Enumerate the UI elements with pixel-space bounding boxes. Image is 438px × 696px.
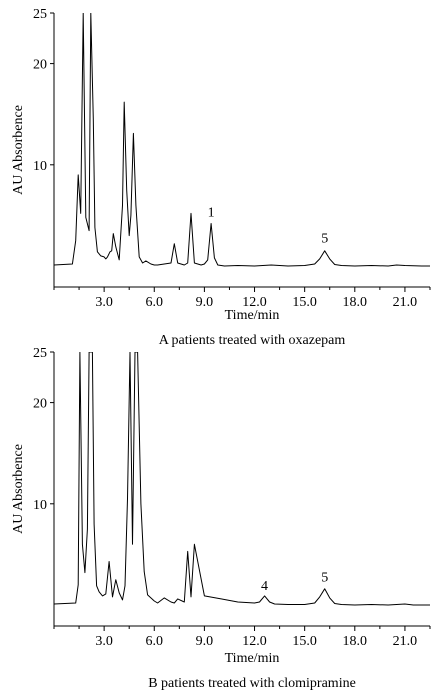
x-tick-label: 6.0 — [146, 295, 164, 310]
y-tick-label: 10 — [33, 498, 47, 513]
y-tick-label: 20 — [33, 58, 47, 73]
x-tick-label: 18.0 — [343, 295, 368, 310]
x-tick-label: 6.0 — [146, 634, 164, 649]
peak-label: 4 — [261, 579, 268, 594]
plot-area: 10 20 25 3.0 6.0 9.0 12.0 15.0 18.0 21.0 1 5 — [33, 7, 431, 310]
chromatogram-trace — [54, 352, 430, 606]
y-axis-label: AU Absorbence — [11, 444, 26, 534]
peak-label: 5 — [321, 571, 328, 586]
x-tick-label: 9.0 — [196, 634, 214, 649]
y-tick-label: 25 — [33, 346, 47, 361]
plot-area: 10 20 25 3.0 6.0 9.0 12.0 15.0 18.0 21.0 4 5 — [33, 346, 431, 649]
x-tick-label: 12.0 — [242, 634, 267, 649]
x-tick-label: 3.0 — [95, 295, 113, 310]
x-axis-label: Time/min — [225, 308, 280, 323]
y-axis-label: AU Absorbence — [11, 105, 26, 195]
chromatogram-panel-b: 10 20 25 3.0 6.0 9.0 12.0 15.0 18.0 21.0 4 5 AU Abs… — [11, 346, 431, 691]
panel-caption: A patients treated with oxazepam — [159, 333, 346, 348]
x-tick-label: 21.0 — [393, 295, 418, 310]
y-tick-label: 20 — [33, 397, 47, 412]
panel-caption: B patients treated with clomipramine — [148, 676, 356, 691]
y-tick-label: 10 — [33, 159, 47, 174]
x-tick-label: 18.0 — [343, 634, 368, 649]
x-tick-label: 15.0 — [292, 634, 317, 649]
x-tick-label: 12.0 — [242, 295, 267, 310]
chromatogram-trace — [54, 13, 430, 267]
y-tick-label: 25 — [33, 7, 47, 22]
x-tick-label: 21.0 — [393, 634, 418, 649]
x-tick-label: 3.0 — [95, 634, 113, 649]
peak-label: 1 — [208, 205, 215, 220]
x-tick-label: 15.0 — [292, 295, 317, 310]
peak-label: 5 — [321, 232, 328, 247]
x-axis-label: Time/min — [225, 651, 280, 666]
chromatogram-panel-a: 10 20 25 3.0 6.0 9.0 12.0 15.0 18.0 21.0 1 5 AU Abs… — [11, 7, 431, 348]
x-tick-label: 9.0 — [196, 295, 214, 310]
